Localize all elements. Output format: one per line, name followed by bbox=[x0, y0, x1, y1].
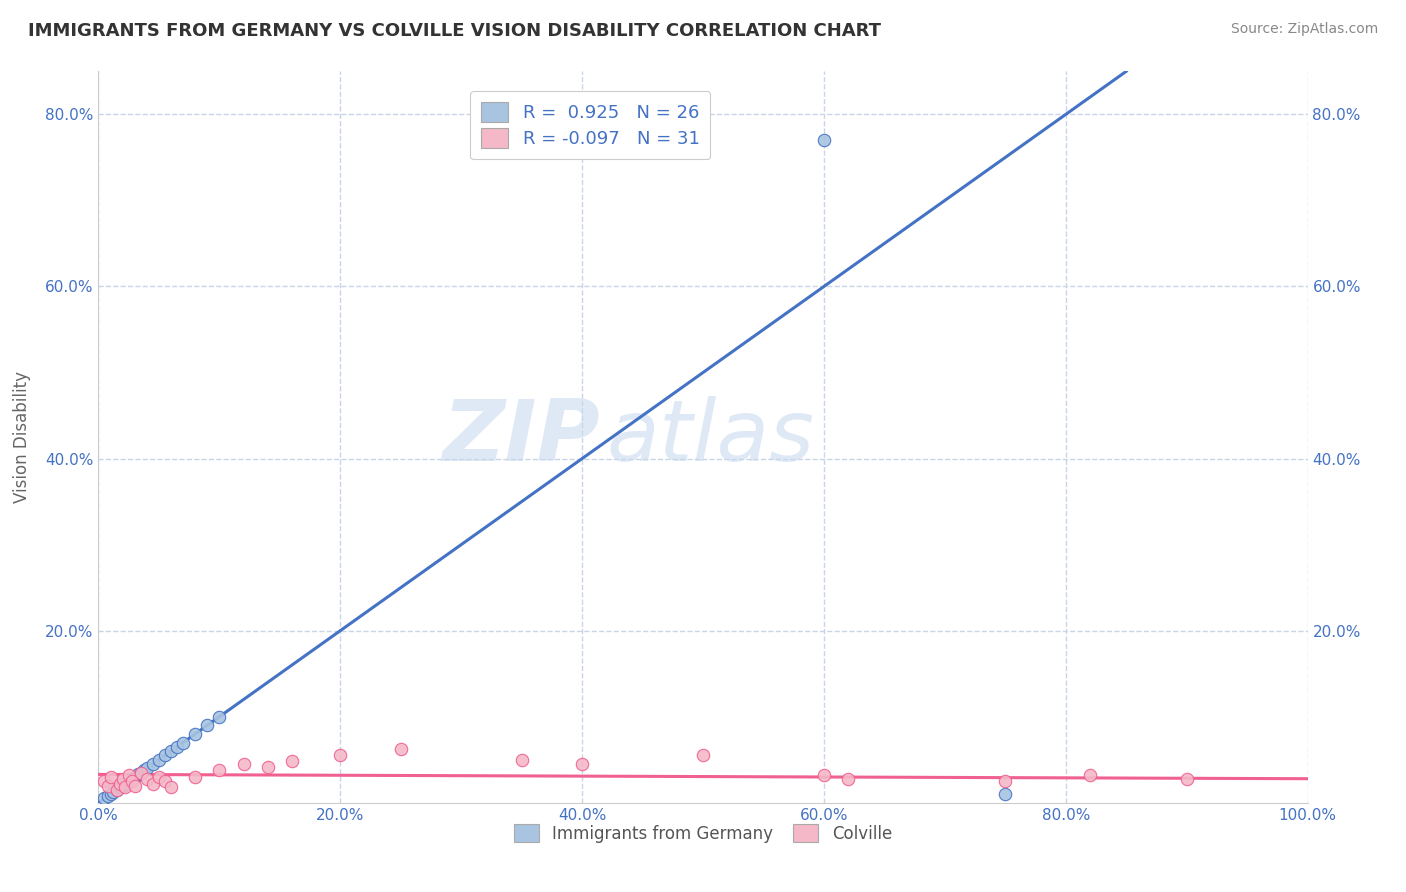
Point bbox=[124, 779, 146, 793]
Point bbox=[148, 753, 170, 767]
Point bbox=[114, 777, 136, 791]
Point bbox=[105, 783, 128, 797]
Point bbox=[172, 735, 194, 749]
Point bbox=[160, 744, 183, 758]
Point bbox=[135, 772, 157, 786]
Point bbox=[114, 780, 136, 795]
Point bbox=[994, 774, 1017, 789]
Point bbox=[129, 765, 152, 780]
Point bbox=[100, 770, 122, 784]
Point bbox=[93, 791, 115, 805]
Point bbox=[118, 768, 141, 782]
Point bbox=[93, 774, 115, 789]
Point bbox=[281, 755, 304, 769]
Point bbox=[108, 780, 131, 795]
Point bbox=[195, 718, 218, 732]
Point bbox=[160, 780, 183, 795]
Point bbox=[813, 133, 835, 147]
Point bbox=[813, 768, 835, 782]
Text: IMMIGRANTS FROM GERMANY VS COLVILLE VISION DISABILITY CORRELATION CHART: IMMIGRANTS FROM GERMANY VS COLVILLE VISI… bbox=[28, 22, 882, 40]
Point bbox=[134, 763, 156, 777]
Point bbox=[153, 748, 176, 763]
Point bbox=[129, 765, 152, 780]
Point bbox=[692, 748, 714, 763]
Point bbox=[111, 772, 134, 786]
Y-axis label: Vision Disability: Vision Disability bbox=[13, 371, 31, 503]
Point bbox=[837, 772, 859, 786]
Point bbox=[111, 779, 134, 793]
Point bbox=[389, 742, 412, 756]
Legend: Immigrants from Germany, Colville: Immigrants from Germany, Colville bbox=[508, 818, 898, 849]
Text: atlas: atlas bbox=[606, 395, 814, 479]
Point bbox=[108, 777, 131, 791]
Point bbox=[121, 772, 143, 786]
Text: ZIP: ZIP bbox=[443, 395, 600, 479]
Point bbox=[256, 759, 278, 773]
Point bbox=[571, 757, 593, 772]
Point bbox=[184, 727, 207, 741]
Point bbox=[148, 770, 170, 784]
Point bbox=[208, 763, 231, 777]
Point bbox=[97, 789, 120, 803]
Point bbox=[121, 774, 143, 789]
Point bbox=[105, 783, 128, 797]
Point bbox=[135, 761, 157, 775]
Point bbox=[153, 774, 176, 789]
Point bbox=[510, 753, 533, 767]
Point bbox=[994, 787, 1017, 801]
Point bbox=[142, 757, 165, 772]
Point bbox=[142, 777, 165, 791]
Point bbox=[101, 785, 124, 799]
Point bbox=[208, 710, 231, 724]
Point bbox=[184, 770, 207, 784]
Point bbox=[127, 767, 149, 781]
Point bbox=[118, 774, 141, 789]
Point bbox=[329, 748, 352, 763]
Point bbox=[124, 770, 146, 784]
Text: Source: ZipAtlas.com: Source: ZipAtlas.com bbox=[1230, 22, 1378, 37]
Point bbox=[1078, 768, 1101, 782]
Point bbox=[166, 739, 188, 754]
Point bbox=[1175, 772, 1198, 786]
Point bbox=[97, 779, 120, 793]
Point bbox=[100, 787, 122, 801]
Point bbox=[232, 757, 254, 772]
